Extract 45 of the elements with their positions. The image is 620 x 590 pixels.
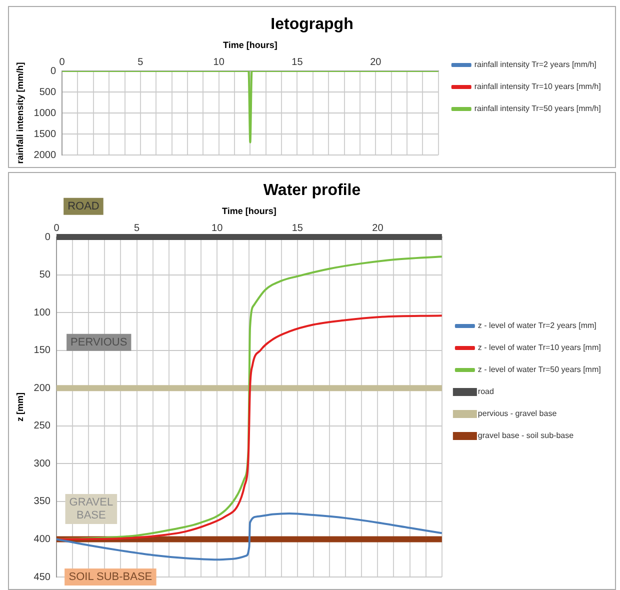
x-tick-label: 5 xyxy=(134,222,140,234)
x-tick-label: 15 xyxy=(292,222,304,234)
y-tick-label: 0 xyxy=(50,66,56,77)
legend-label: z - level of water Tr=2 years [mm] xyxy=(478,321,596,330)
line-series xyxy=(56,512,442,561)
y-tick-label: 350 xyxy=(34,496,51,508)
y-tick-label: 300 xyxy=(34,458,51,470)
x-tick-label: 20 xyxy=(372,222,384,234)
annotation: PERVIOUS xyxy=(70,336,128,348)
annotation: GRAVEL BASE xyxy=(69,496,114,522)
x-tick-label: 20 xyxy=(370,56,382,68)
legend-label: z - level of water Tr=50 years [mm] xyxy=(478,365,601,374)
y-tick-label: 250 xyxy=(34,420,51,432)
legend-label: gravel base - soil sub-base xyxy=(478,431,574,440)
y-tick-label: 50 xyxy=(39,270,51,281)
legend-label: road xyxy=(478,387,494,396)
y-tick-label: 200 xyxy=(34,382,51,394)
y-tick-label: 0 xyxy=(44,232,51,243)
x-tick-label: 10 xyxy=(212,222,224,234)
y-tick-label: 150 xyxy=(34,345,51,356)
legend-label: rainfall intensity Tr=10 years [mm/h] xyxy=(474,82,601,92)
x-tick-label: 10 xyxy=(213,56,225,68)
legend-label: rainfall intensity Tr=2 years [mm/h] xyxy=(474,60,596,70)
legend-label: rainfall intensity Tr=50 years [mm/h] xyxy=(474,104,601,114)
y-tick-label: 1000 xyxy=(34,108,56,119)
line-series xyxy=(56,314,442,540)
legend-label: pervious - gravel base xyxy=(478,409,558,418)
y-axis-title: rainfall intensity [mm/h] xyxy=(14,62,25,164)
x-tick-label: 15 xyxy=(292,56,304,68)
annotation: SOIL SUB-BASE xyxy=(68,571,152,584)
x-tick-label: 5 xyxy=(138,56,144,68)
y-tick-label: 100 xyxy=(34,307,51,318)
y-tick-label: 1500 xyxy=(34,128,56,140)
y-tick-label: 2000 xyxy=(34,150,56,161)
chart-title: Ietograpgh xyxy=(270,16,354,34)
legend-label: z - level of water Tr=10 years [mm] xyxy=(478,343,601,352)
chart-title: Water profile xyxy=(263,182,361,200)
x-axis-title: Time [hours] xyxy=(223,40,278,50)
x-axis-title: Time [hours] xyxy=(222,206,276,216)
x-tick-label: 0 xyxy=(59,56,66,68)
y-tick-label: 450 xyxy=(34,572,51,583)
text: ROAD xyxy=(68,200,100,212)
y-tick-label: 500 xyxy=(39,86,56,98)
y-axis-title: z [mm] xyxy=(14,392,25,422)
y-tick-label: 400 xyxy=(34,534,51,545)
